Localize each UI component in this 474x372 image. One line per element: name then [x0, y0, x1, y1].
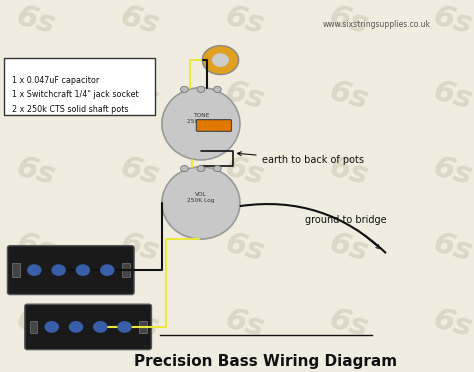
- Text: 6s: 6s: [118, 1, 163, 39]
- Text: VOL
250K Log: VOL 250K Log: [187, 192, 215, 203]
- Circle shape: [181, 166, 188, 171]
- Bar: [29, 321, 37, 333]
- Circle shape: [181, 86, 188, 93]
- Text: 6s: 6s: [326, 153, 371, 191]
- FancyBboxPatch shape: [196, 120, 231, 131]
- Text: 6s: 6s: [13, 304, 59, 343]
- Text: 6s: 6s: [430, 1, 474, 39]
- Text: 6s: 6s: [13, 77, 59, 115]
- Text: earth to back of pots: earth to back of pots: [237, 152, 364, 165]
- Text: 6s: 6s: [326, 229, 371, 267]
- Bar: [139, 321, 147, 333]
- Text: 6s: 6s: [430, 77, 474, 115]
- Circle shape: [70, 322, 82, 332]
- Circle shape: [100, 265, 114, 275]
- Circle shape: [202, 46, 238, 74]
- Text: 6s: 6s: [221, 77, 267, 115]
- Circle shape: [197, 166, 205, 171]
- FancyBboxPatch shape: [4, 58, 155, 115]
- Text: 6s: 6s: [221, 304, 267, 343]
- Text: 6s: 6s: [13, 1, 59, 39]
- Bar: [122, 263, 130, 277]
- Text: 6s: 6s: [430, 304, 474, 343]
- Bar: [12, 263, 20, 277]
- Text: 6s: 6s: [221, 229, 267, 267]
- Text: ground to bridge: ground to bridge: [305, 215, 387, 248]
- Text: www.sixstringsupplies.co.uk: www.sixstringsupplies.co.uk: [323, 20, 431, 29]
- Text: 6s: 6s: [118, 153, 163, 191]
- Text: 6s: 6s: [118, 229, 163, 267]
- Text: 6s: 6s: [430, 153, 474, 191]
- Circle shape: [52, 265, 65, 275]
- Circle shape: [213, 54, 228, 66]
- Circle shape: [197, 86, 205, 93]
- Text: 6s: 6s: [118, 304, 163, 343]
- FancyBboxPatch shape: [8, 246, 134, 295]
- Circle shape: [118, 322, 131, 332]
- Text: 1 x 0.047uF capacitor: 1 x 0.047uF capacitor: [12, 76, 100, 85]
- Text: 6s: 6s: [13, 153, 59, 191]
- Circle shape: [28, 265, 41, 275]
- Text: 1 x Switchcraft 1/4" jack socket: 1 x Switchcraft 1/4" jack socket: [12, 90, 139, 99]
- Ellipse shape: [162, 167, 240, 239]
- Text: 6s: 6s: [326, 77, 371, 115]
- Text: 6s: 6s: [326, 1, 371, 39]
- FancyBboxPatch shape: [25, 304, 152, 350]
- Ellipse shape: [162, 88, 240, 160]
- Text: 6s: 6s: [221, 153, 267, 191]
- Text: 6s: 6s: [326, 304, 371, 343]
- Text: 6s: 6s: [13, 229, 59, 267]
- Circle shape: [76, 265, 90, 275]
- Text: TONE
250K Log: TONE 250K Log: [187, 113, 215, 124]
- Circle shape: [213, 166, 221, 171]
- Text: 6s: 6s: [430, 229, 474, 267]
- Circle shape: [94, 322, 107, 332]
- Text: Precision Bass Wiring Diagram: Precision Bass Wiring Diagram: [135, 354, 398, 369]
- Text: 6s: 6s: [221, 1, 267, 39]
- Text: 2 x 250k CTS solid shaft pots: 2 x 250k CTS solid shaft pots: [12, 105, 129, 114]
- Circle shape: [45, 322, 58, 332]
- Text: 6s: 6s: [118, 77, 163, 115]
- Circle shape: [213, 86, 221, 93]
